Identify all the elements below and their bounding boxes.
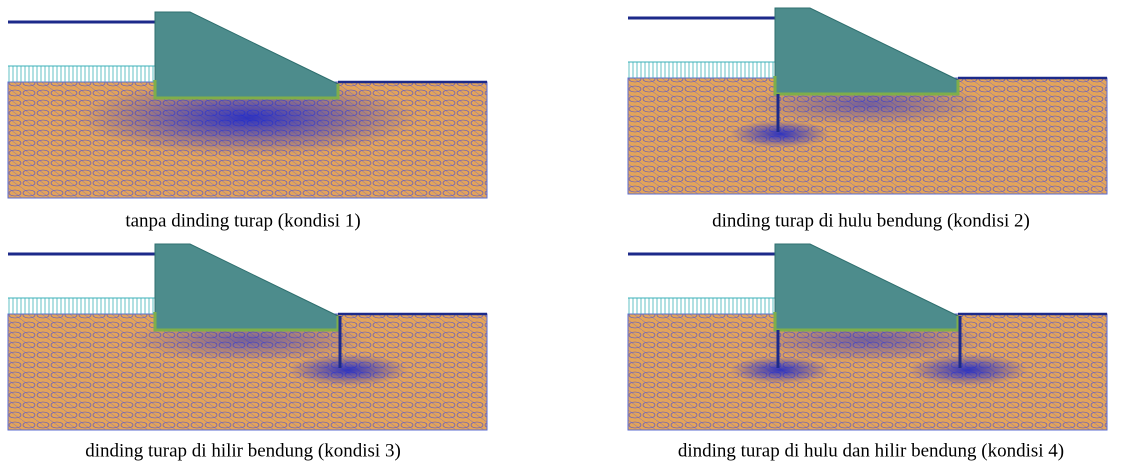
water-pressure xyxy=(8,298,155,314)
panel-caption: dinding turap di hulu bendung (kondisi 2… xyxy=(712,210,1030,231)
seepage-zone xyxy=(730,356,830,384)
water-pressure xyxy=(628,62,775,78)
dam-body xyxy=(154,11,339,99)
panel-caption: dinding turap di hilir bendung (kondisi … xyxy=(85,440,401,461)
dam-body xyxy=(154,243,339,331)
dam-base xyxy=(773,312,960,332)
dam-base xyxy=(773,76,960,96)
dam-base xyxy=(153,312,340,332)
panel xyxy=(7,11,488,199)
dam-base xyxy=(153,80,340,100)
panel xyxy=(7,243,488,431)
panel-caption: tanpa dinding turap (kondisi 1) xyxy=(125,210,360,231)
seepage-zone xyxy=(730,120,830,148)
panel xyxy=(627,7,1108,195)
dam-body xyxy=(774,243,959,331)
dam-body xyxy=(774,7,959,95)
panel xyxy=(627,243,1108,431)
panel-caption: dinding turap di hulu dan hilir bendung … xyxy=(678,440,1064,461)
seepage-zone xyxy=(908,354,1028,386)
seepage-zone xyxy=(288,354,408,386)
water-pressure xyxy=(8,66,155,82)
water-pressure xyxy=(628,298,775,314)
